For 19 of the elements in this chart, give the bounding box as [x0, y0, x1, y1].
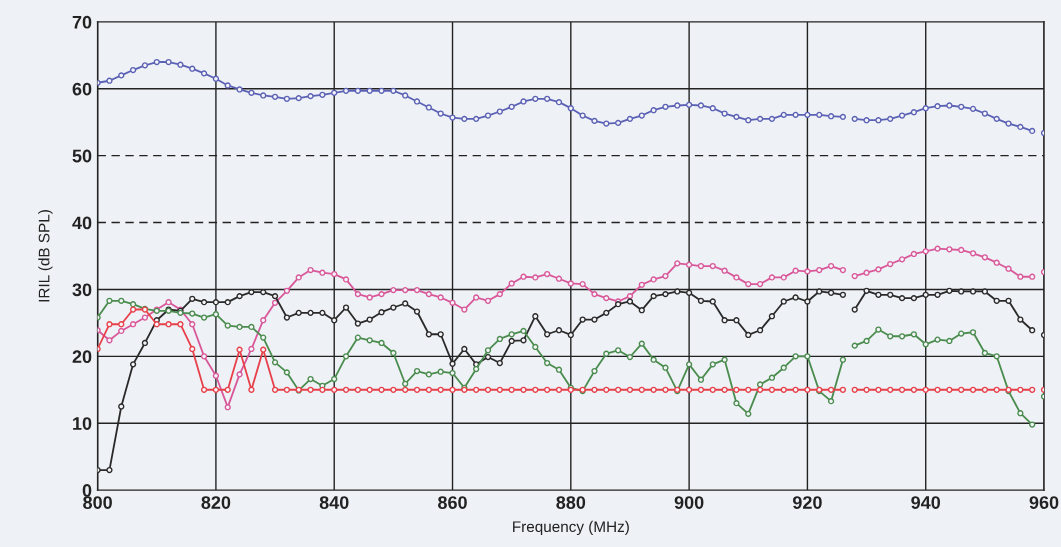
x-tick-label: 820 [201, 496, 231, 509]
x-tick-label: 880 [556, 496, 586, 509]
y-tick-label: 20 [72, 350, 92, 364]
x-tick-label: 840 [319, 496, 349, 509]
y-tick-label: 30 [72, 283, 92, 297]
y-axis-title: IRIL (dB SPL) [38, 210, 53, 302]
y-tick-label: 70 [72, 15, 92, 29]
x-tick-label: 920 [792, 496, 822, 509]
x-tick-label: 900 [674, 496, 704, 509]
y-tick-label: 10 [73, 417, 92, 430]
x-tick-label: 960 [1029, 496, 1059, 509]
y-tick-label: 40 [72, 216, 92, 230]
y-tick-label: 0 [82, 484, 92, 497]
x-tick-label: 800 [83, 496, 112, 509]
x-tick-label: 940 [911, 496, 941, 509]
y-tick-label: 50 [72, 149, 92, 163]
y-tick-label: 60 [72, 82, 92, 96]
x-axis-title: Frequency (MHz) [513, 520, 629, 536]
x-tick-label: 860 [438, 496, 467, 509]
